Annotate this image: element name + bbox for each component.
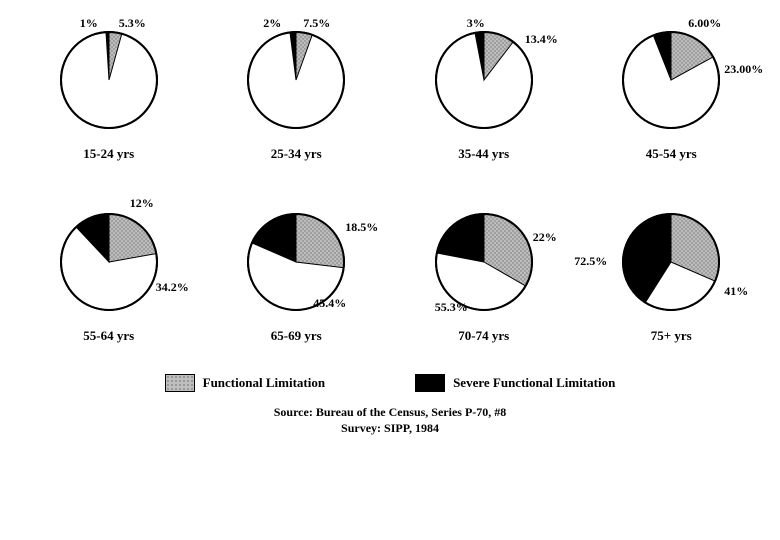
source-block: Source: Bureau of the Census, Series P-7… [20,404,760,436]
pie-caption: 15-24 yrs [83,146,134,162]
legend: Functional Limitation Severe Functional … [20,374,760,392]
pie-cell-0: 1%5.3% 15-24 yrs [20,20,198,162]
legend-item-functional: Functional Limitation [165,374,325,392]
legend-swatch-functional [165,374,195,392]
pie-wrap: 18.5%45.4% [221,202,371,322]
pie-wrap: 22% 55.3% [409,202,559,322]
pie-cell-4: 12%34.2% 55-64 yrs [20,202,198,344]
pie-wrap: 3%13.4% [409,20,559,140]
functional-pct-label: 55.3% [435,300,468,315]
functional-pct-label: 7.5% [303,16,330,31]
pie-caption: 65-69 yrs [271,328,322,344]
pie-cell-6: 22% 55.3% 70-74 yrs [395,202,573,344]
pie-wrap: 41%72.5% [596,202,746,322]
pie-cell-2: 3%13.4% 35-44 yrs [395,20,573,162]
pie-svg [621,30,721,130]
source-line-2: Survey: SIPP, 1984 [20,420,760,436]
severe-pct-label: 1% [80,16,98,31]
pie-wrap: 6.00%23.00% [596,20,746,140]
source-line-1: Source: Bureau of the Census, Series P-7… [20,404,760,420]
severe-pct-label: 12% [130,196,154,211]
pie-caption: 25-34 yrs [271,146,322,162]
pie-svg [621,212,721,312]
legend-label-functional: Functional Limitation [203,375,325,391]
pie-caption: 70-74 yrs [458,328,509,344]
severe-pct-label: 22% [533,230,557,245]
severe-pct-label: 18.5% [345,220,378,235]
legend-label-severe: Severe Functional Limitation [453,375,615,391]
severe-pct-label: 6.00% [688,16,721,31]
pie-wrap: 12%34.2% [34,202,184,322]
pie-caption: 45-54 yrs [646,146,697,162]
functional-pct-label: 72.5% [574,254,607,269]
pie-caption: 75+ yrs [651,328,692,344]
severe-pct-label: 41% [724,284,748,299]
functional-pct-label: 34.2% [156,280,189,295]
severe-pct-label: 2% [263,16,281,31]
functional-pct-label: 23.00% [724,62,763,77]
pie-caption: 35-44 yrs [458,146,509,162]
severe-pct-label: 3% [467,16,485,31]
functional-pct-label: 5.3% [119,16,146,31]
pie-cell-7: 41%72.5% 75+ yrs [583,202,761,344]
functional-pct-label: 45.4% [313,296,346,311]
functional-pct-label: 13.4% [525,32,558,47]
pie-svg [246,30,346,130]
pie-svg [59,212,159,312]
pie-svg [59,30,159,130]
pie-svg [434,30,534,130]
legend-item-severe: Severe Functional Limitation [415,374,615,392]
pie-svg [434,212,534,312]
pie-chart-grid: 1%5.3%15-24 yrs 2%7.5%25-34 yrs 3%13.4%3… [20,20,760,344]
pie-cell-3: 6.00%23.00% 45-54 yrs [583,20,761,162]
pie-caption: 55-64 yrs [83,328,134,344]
legend-swatch-severe [415,374,445,392]
pie-wrap: 2%7.5% [221,20,371,140]
pie-wrap: 1%5.3% [34,20,184,140]
pie-cell-5: 18.5%45.4%65-69 yrs [208,202,386,344]
pie-cell-1: 2%7.5% 25-34 yrs [208,20,386,162]
